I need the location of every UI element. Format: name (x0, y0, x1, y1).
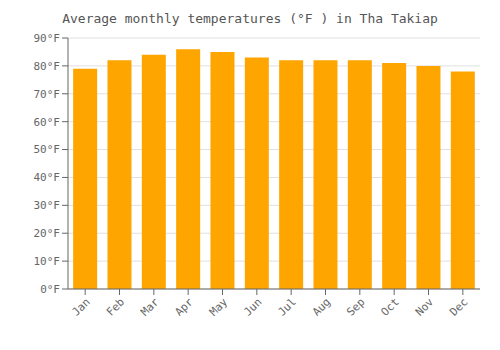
svg-text:90°F: 90°F (34, 32, 61, 45)
svg-text:0°F: 0°F (40, 283, 60, 296)
svg-text:Jan: Jan (70, 295, 93, 318)
svg-text:Nov: Nov (413, 295, 437, 319)
svg-text:10°F: 10°F (34, 255, 61, 268)
svg-text:Jul: Jul (276, 295, 299, 318)
svg-text:20°F: 20°F (34, 227, 61, 240)
svg-text:60°F: 60°F (34, 116, 61, 129)
svg-text:Oct: Oct (379, 295, 402, 318)
svg-text:50°F: 50°F (34, 143, 61, 156)
svg-text:80°F: 80°F (34, 60, 61, 73)
svg-text:Feb: Feb (104, 295, 127, 318)
svg-text:Dec: Dec (447, 295, 470, 318)
svg-text:Jun: Jun (241, 295, 264, 318)
svg-text:Sep: Sep (344, 295, 367, 318)
svg-text:Mar: Mar (138, 295, 162, 319)
svg-text:Apr: Apr (173, 295, 197, 319)
svg-text:30°F: 30°F (34, 199, 61, 212)
svg-text:70°F: 70°F (34, 88, 61, 101)
svg-text:Aug: Aug (310, 295, 333, 318)
svg-text:40°F: 40°F (34, 171, 61, 184)
html-text:Average monthly temperatures (: Average monthly temperatures (°F ) in Th… (62, 11, 438, 26)
svg-text:May: May (207, 295, 231, 319)
